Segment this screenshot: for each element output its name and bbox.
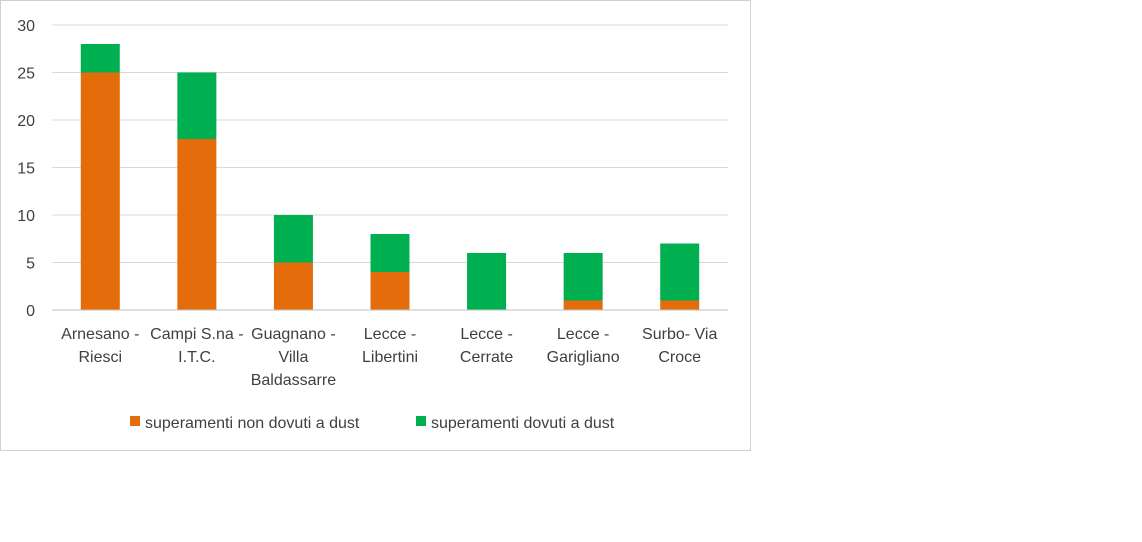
y-tick-label: 10	[17, 208, 35, 225]
stacked-bar-chart: 0 5 10 15 20 25 30 Arnesano - Riesci Campi S.na …	[17, 18, 728, 432]
bar-segment-series-1-cat-1	[177, 72, 217, 139]
x-category-label: Lecce - Cerrate	[460, 326, 513, 366]
x-category-label: Guagnano - Villa Baldassarre	[251, 326, 336, 389]
gridlines	[52, 24, 728, 263]
x-category-label-line: Libertini	[362, 349, 418, 366]
bar-segment-series-0-cat-2	[273, 262, 313, 310]
bar-segment-series-0-cat-6	[660, 300, 700, 310]
x-category-label-line: Cerrate	[460, 349, 513, 366]
y-tick-label: 5	[26, 256, 35, 273]
x-category-label-line: Lecce -	[364, 326, 416, 343]
bar-segment-series-1-cat-2	[273, 215, 313, 263]
y-tick-label: 15	[17, 161, 35, 178]
bar-segment-series-1-cat-3	[370, 234, 410, 272]
y-tick-label: 20	[17, 113, 35, 130]
bar-segment-series-1-cat-5	[563, 253, 603, 301]
bar-segment-series-0-cat-3	[370, 272, 410, 310]
x-category-label: Campi S.na - I.T.C.	[150, 326, 243, 366]
x-category-label-line: Baldassarre	[251, 372, 336, 389]
bar-segment-series-1-cat-4	[467, 253, 507, 310]
legend-swatch-0	[130, 416, 140, 426]
x-category-label-line: Campi S.na -	[150, 326, 243, 343]
x-category-label: Arnesano - Riesci	[61, 326, 139, 366]
x-category-label-line: Surbo- Via	[642, 326, 717, 343]
x-category-label: Surbo- Via Croce	[642, 326, 717, 366]
x-category-label: Lecce - Libertini	[362, 326, 418, 366]
x-category-label-line: Villa	[278, 349, 308, 366]
y-tick-label: 0	[26, 303, 35, 320]
bar-segment-series-1-cat-0	[80, 44, 120, 73]
legend-swatch-1	[416, 416, 426, 426]
legend-label-0: superamenti non dovuti a dust	[145, 415, 360, 432]
x-category-label-line: I.T.C.	[178, 349, 215, 366]
legend: superamenti non dovuti a dust superamenti…	[130, 415, 615, 432]
bars	[52, 44, 728, 311]
x-category-label-line: Lecce -	[557, 326, 609, 343]
x-axis-labels: Arnesano - Riesci Campi S.na - I.T.C. Guagna…	[61, 326, 717, 389]
y-axis-ticks: 0 5 10 15 20 25 30	[17, 18, 35, 320]
x-category-label-line: Lecce -	[460, 326, 512, 343]
x-category-label-line: Croce	[658, 349, 701, 366]
x-category-label: Lecce - Garigliano	[547, 326, 620, 366]
bar-segment-series-0-cat-1	[177, 139, 217, 310]
x-category-label-line: Arnesano -	[61, 326, 139, 343]
y-tick-label: 25	[17, 66, 35, 83]
legend-label-1: superamenti dovuti a dust	[431, 415, 615, 432]
bar-segment-series-0-cat-0	[80, 72, 120, 310]
x-category-label-line: Guagnano -	[251, 326, 336, 343]
chart-frame: 0 5 10 15 20 25 30 Arnesano - Riesci Campi S.na …	[0, 0, 751, 451]
bar-segment-series-1-cat-6	[660, 243, 700, 301]
y-tick-label: 30	[17, 18, 35, 35]
x-category-label-line: Garigliano	[547, 349, 620, 366]
x-category-label-line: Riesci	[79, 349, 123, 366]
bar-segment-series-0-cat-5	[563, 300, 603, 310]
